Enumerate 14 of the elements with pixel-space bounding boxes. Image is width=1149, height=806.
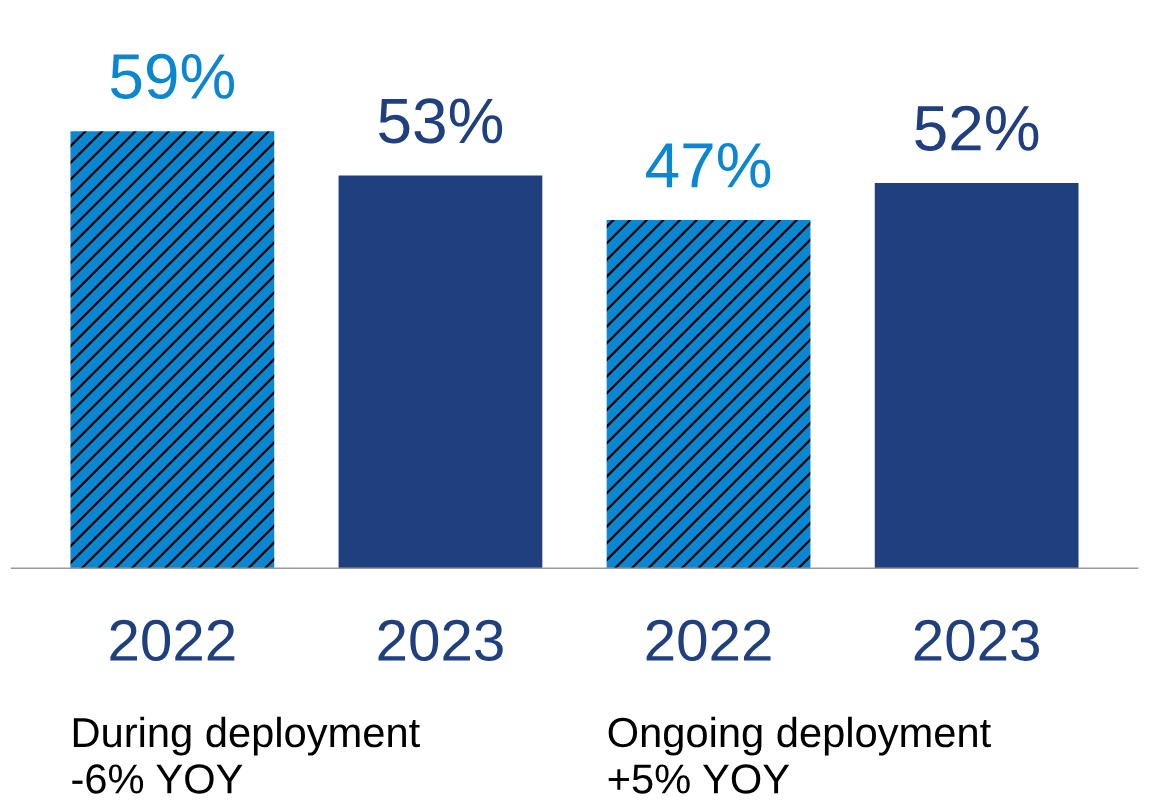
- x-tick-label: 2022: [646, 619, 771, 662]
- bar: [338, 175, 543, 569]
- x-tick-label: 2023: [378, 619, 503, 662]
- data-label: 52%: [915, 105, 1039, 151]
- text: Ongoing deployment +5% YOY: [608, 716, 991, 794]
- x-tick-label: 2022: [110, 619, 235, 662]
- data-label: 47%: [646, 143, 771, 188]
- text: During deployment -6% YOY: [72, 716, 420, 794]
- data-label: 59%: [110, 53, 235, 100]
- data-label: 53%: [379, 98, 503, 144]
- bar: [70, 131, 275, 569]
- x-tick-label: 2023: [914, 619, 1039, 662]
- bar: [606, 220, 811, 569]
- bar: [874, 182, 1079, 569]
